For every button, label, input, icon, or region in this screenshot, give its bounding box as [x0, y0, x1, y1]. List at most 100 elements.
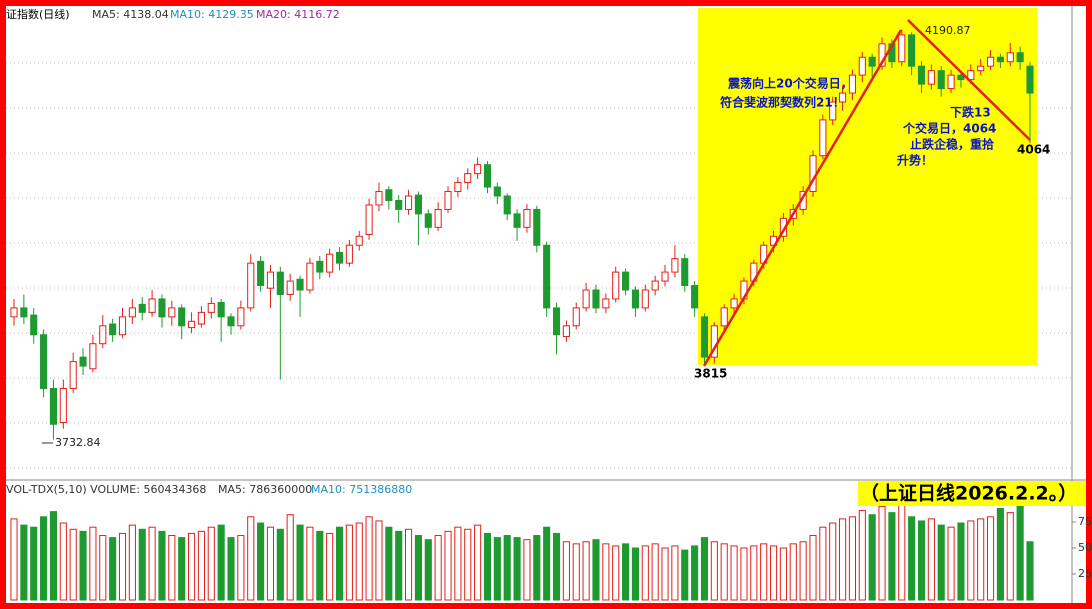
volume-bar — [109, 537, 117, 601]
volume-bar — [335, 526, 344, 601]
low-label: 3732.84 — [55, 436, 101, 449]
candle-body — [168, 307, 176, 318]
volume-bar — [138, 528, 146, 601]
candle-body — [217, 302, 225, 318]
volume-bar — [128, 524, 136, 601]
volume-bar — [661, 547, 669, 601]
candle-body — [661, 271, 669, 282]
candle-body — [257, 260, 265, 287]
volume-bar — [326, 532, 334, 601]
highlight-box — [698, 8, 1037, 365]
volume-bar — [1016, 505, 1024, 601]
candle-body — [1016, 52, 1024, 63]
candle-body — [691, 285, 699, 309]
candle-body — [986, 56, 995, 67]
marks: 25 50 75 — [10, 29, 1092, 601]
candle-body — [908, 34, 916, 67]
candle-body — [69, 361, 77, 389]
volume-bar — [730, 545, 738, 601]
volume-bar — [483, 532, 492, 601]
volume-bar — [276, 528, 284, 601]
volume-bar — [187, 532, 196, 601]
volume-bar — [395, 530, 403, 601]
volume-bar — [503, 535, 511, 601]
candle-body — [10, 307, 18, 318]
candle-body — [937, 70, 945, 90]
volume-bar — [898, 503, 906, 601]
volume-bar — [286, 514, 294, 601]
candle-body — [622, 271, 630, 291]
candle-body — [247, 262, 255, 309]
volume-bar — [99, 535, 107, 601]
volume-bar — [740, 547, 748, 601]
candle-body — [730, 298, 738, 309]
candle-body — [572, 307, 580, 327]
trend-line-up — [702, 29, 903, 367]
candle-body — [612, 271, 620, 300]
volume-bar — [405, 528, 413, 601]
candle-body — [1006, 52, 1014, 63]
volume-bar — [89, 526, 97, 601]
volume-bar — [927, 518, 935, 601]
candle-body — [592, 289, 600, 309]
volume-bar — [839, 518, 847, 601]
candle-body — [20, 307, 28, 318]
volume-bar — [444, 530, 452, 601]
candle-body — [868, 56, 876, 67]
candle-body — [79, 356, 87, 367]
volume-bar — [266, 526, 275, 601]
volume-bar — [207, 526, 215, 601]
pullback-low-label: 4064 — [1017, 143, 1050, 157]
volume-bar — [306, 526, 314, 601]
volume-bar — [631, 547, 639, 601]
volume-bar — [996, 507, 1004, 601]
note: 震荡向上20个交易日， — [728, 76, 853, 91]
candle-body — [533, 208, 541, 246]
candle-body — [454, 182, 462, 193]
candle-body — [89, 343, 97, 370]
candle-body — [207, 302, 215, 313]
volume-bar — [217, 524, 225, 601]
candle-body — [128, 307, 136, 318]
volume-bar — [10, 518, 18, 601]
candle-body — [395, 199, 403, 210]
volume-header: MA5: 786360000 — [218, 483, 312, 496]
volume-bar — [118, 532, 127, 601]
candle-body — [316, 260, 324, 273]
volume-header: VOL-TDX(5,10) VOLUME: 560434368 — [6, 483, 206, 496]
volume-bar — [681, 549, 689, 601]
volume-tick-label: 75 — [1078, 515, 1092, 528]
candle-body — [552, 307, 561, 336]
volume-bar — [355, 522, 363, 601]
volume-bar — [523, 539, 531, 601]
volume-bar — [513, 537, 521, 601]
candle-body — [405, 195, 413, 210]
candle-body — [898, 34, 906, 63]
volume-bar — [49, 511, 58, 601]
candle-body — [967, 70, 975, 81]
candle-body — [720, 307, 728, 327]
volume-bar — [888, 512, 896, 601]
volume-bar — [148, 526, 156, 601]
rally-low-label: 3815 — [694, 367, 727, 381]
volume-bar — [178, 537, 186, 601]
volume-bar — [710, 541, 718, 601]
volume-bar — [533, 535, 541, 601]
candle-body — [355, 235, 363, 246]
high-label: 4190.87 — [925, 24, 971, 37]
volume-bar — [779, 547, 787, 601]
candle-body — [483, 164, 492, 188]
volume-bar — [622, 543, 630, 601]
volume-bar — [20, 524, 28, 601]
volume-bar — [197, 530, 205, 601]
volume-bar — [829, 522, 837, 601]
volume-bar — [957, 522, 965, 601]
candle-body — [819, 119, 827, 157]
volume-bar — [789, 543, 797, 601]
candle-body — [513, 213, 521, 228]
volume-bar — [237, 535, 245, 601]
volume-bar — [572, 543, 580, 601]
volume-bar — [908, 516, 916, 601]
candle-body — [59, 387, 67, 423]
candle-body — [237, 307, 245, 327]
